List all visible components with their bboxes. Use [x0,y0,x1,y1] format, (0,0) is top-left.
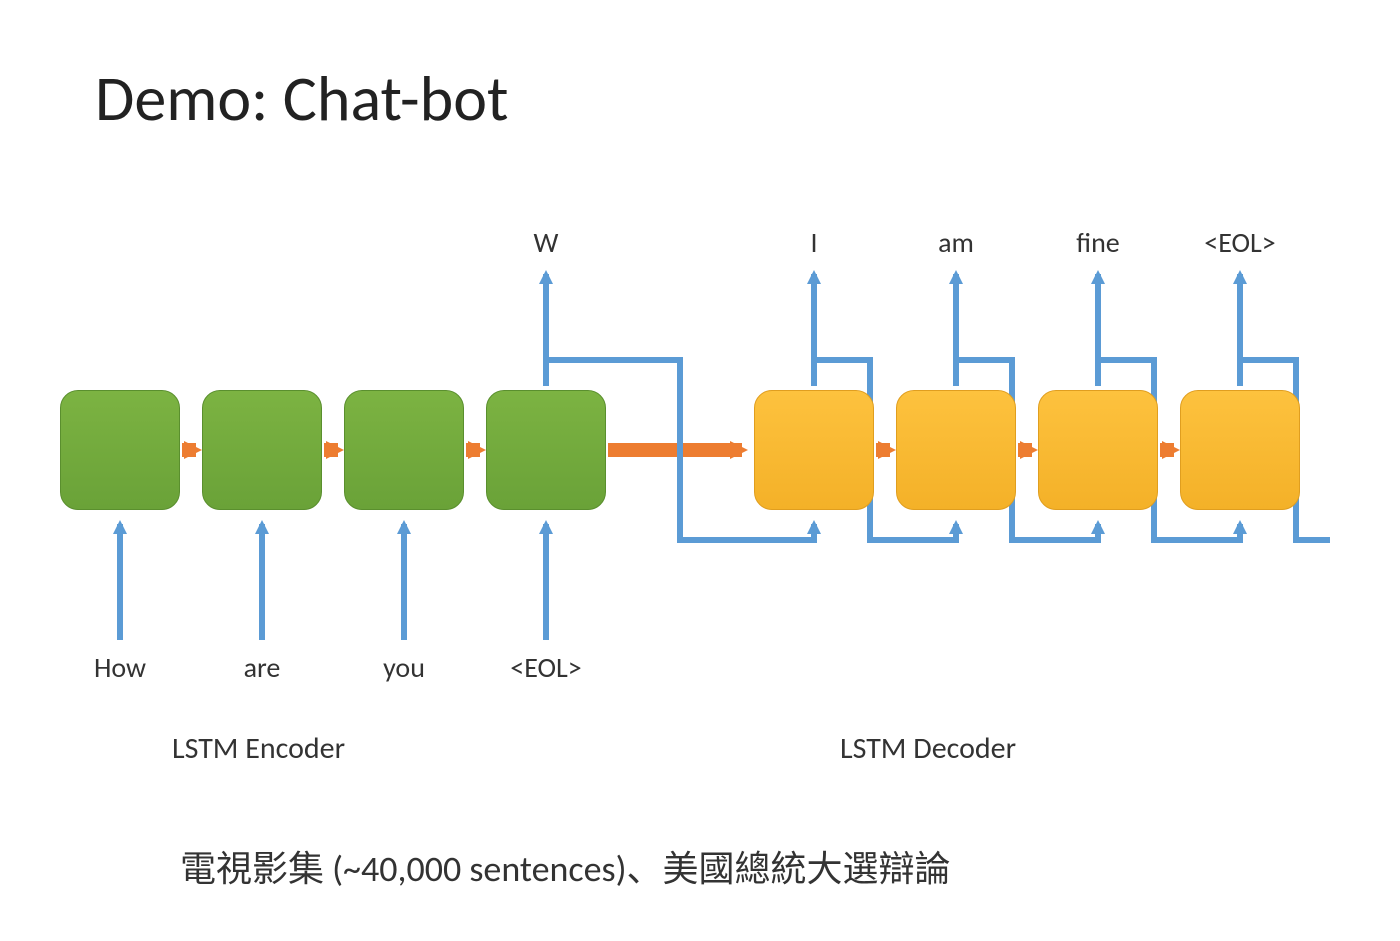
slide-footer: 電視影集 (~40,000 sentences)、美國總統大選辯論 [180,840,951,892]
encoder-cell-2 [344,390,464,510]
decoder-output-2: fine [1076,225,1119,260]
decoder-cell-0 [754,390,874,510]
encoder-cell-3 [486,390,606,510]
encoder-input-1: are [244,650,281,685]
encoder-cell-0 [60,390,180,510]
slide-title: Demo: Chat-bot [95,60,508,138]
encoder-input-3: <EOL> [510,650,581,685]
decoder-cell-3 [1180,390,1300,510]
context-label: W [534,225,559,260]
decoder-output-3: <EOL> [1204,225,1275,260]
encoder-section-label: LSTM Encoder [172,730,345,767]
decoder-output-1: am [938,225,974,260]
encoder-cell-1 [202,390,322,510]
slide: Demo: Chat-bot [0,0,1400,941]
decoder-cell-1 [896,390,1016,510]
decoder-cell-2 [1038,390,1158,510]
decoder-section-label: LSTM Decoder [840,730,1016,767]
decoder-output-0: I [810,225,817,260]
encoder-input-2: you [383,650,425,685]
encoder-input-0: How [94,650,146,685]
